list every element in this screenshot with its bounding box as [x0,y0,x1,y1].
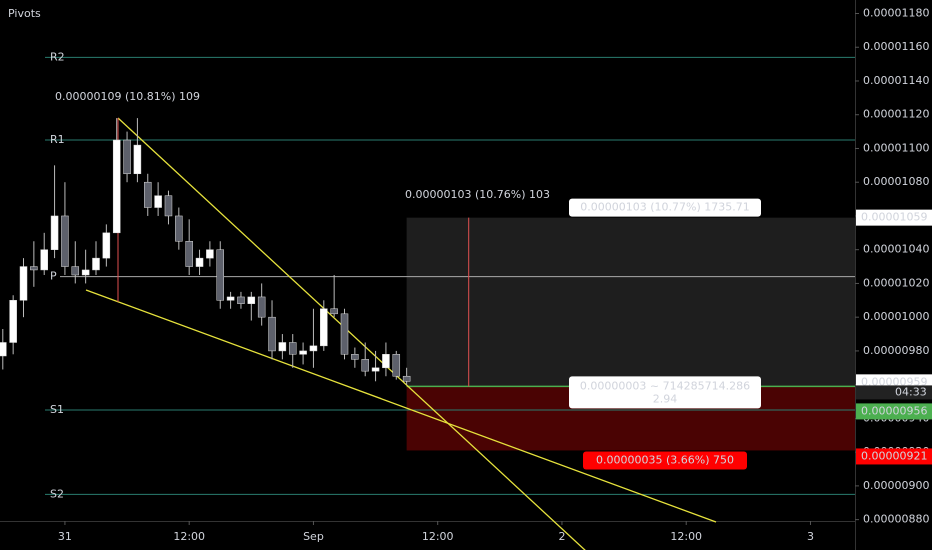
candle-body [164,195,173,217]
x-tick-label: 12:00 [670,530,702,543]
candle-body [257,296,266,318]
candle-body [340,313,349,355]
candle-body [175,215,183,242]
x-tick-label: 12:00 [173,530,205,543]
candle-body [351,354,359,360]
candle-body [50,215,59,250]
y-tick-label: 0.00000980 [863,344,929,357]
target-tag: 0.00001059 [861,211,927,224]
stop-tag-bg [856,448,932,465]
target-tag-bg [856,209,932,226]
label-box [583,451,747,470]
candle-body [288,342,297,355]
measure-label: 0.00000103 (10.76%) 103 [405,188,550,201]
last-price-tag: 0.00000956 [861,404,927,417]
candle-body [309,345,318,352]
candle-body [278,342,287,352]
stop-label: 0.00000035 (3.66%) 750 [596,453,734,466]
y-tick-label: 0.00001100 [863,141,929,154]
candle-body [92,257,100,271]
stop-tag: 0.00000921 [861,449,927,462]
y-tick-label: 0.00001000 [863,310,929,323]
y-tick-label: 0.00001040 [863,243,929,256]
candle-body [237,296,245,304]
candle-body [216,249,224,301]
y-tick-label: 0.00001180 [863,6,929,19]
y-tick-label: 0.00001120 [863,108,929,121]
candle-body [0,342,7,357]
label-box [569,198,761,217]
candle-body [402,375,411,382]
x-tick-label: 3 [807,530,814,543]
y-tick-label: 0.00001020 [863,276,929,289]
candle-body [330,308,338,315]
trend-line [85,289,717,523]
chart-title: Pivots [8,7,41,20]
countdown-bg [856,385,932,400]
profit-zone [406,217,855,387]
candle-body [9,300,17,343]
x-tick-label: 2 [558,530,565,543]
candle-body [185,241,193,267]
candle-body [195,257,204,267]
candle-body [40,249,48,271]
candle-body [371,367,380,372]
trend-line [117,117,586,550]
y-tick-label: 0.00000880 [863,513,929,526]
candle-body [268,316,276,352]
measure-label: 0.00000109 (10.81%) 109 [55,90,200,103]
plot: R2 R1 P S1 S2 0.00001180 0.00001160 0.00001140 0… [0,6,932,550]
candle-body [361,359,369,372]
entry-tag: 0.00000959 [861,375,927,388]
target-label: 0.00000103 (10.77%) 1735.71 [580,201,750,214]
x-tick-label: 31 [58,530,72,543]
y-tick-label: 0.00001080 [863,175,929,188]
label-box [569,376,761,409]
pivot-label: P [50,270,57,283]
y-tick-label: 0.00001140 [863,74,929,87]
pivot-label: S2 [50,487,64,500]
ratio-label: 2.94 [653,392,678,405]
candle-body [299,350,307,355]
candle-body [247,296,256,304]
pivot-label: S1 [50,403,64,416]
candle-body [81,269,90,276]
candle-body [19,266,28,301]
candle-body [320,308,328,347]
candle-body [144,181,152,208]
y-tick-label: 0.00001160 [863,40,929,53]
y-tick-label: 0.00000900 [863,479,929,492]
x-tick-label: 12:00 [422,530,454,543]
candle-body [226,296,235,301]
candle-body [71,266,80,276]
candle-body [154,195,162,208]
candle-body [133,144,142,175]
candle-body [392,354,401,377]
pivot-label: R2 [50,50,65,63]
entry-label: 0.00000003 ~ 714285714.286 [580,379,750,392]
candle-body [30,266,38,271]
pivot-label: R1 [50,133,65,146]
candle-body [206,249,214,259]
candle-body [112,139,121,234]
countdown: 04:33 [895,385,927,398]
candle-body [102,232,111,259]
last-price-tag-bg [856,403,932,420]
candle-body [123,139,131,175]
x-tick-label: Sep [303,530,324,543]
candle-body [382,354,390,369]
candle-body [61,215,69,267]
